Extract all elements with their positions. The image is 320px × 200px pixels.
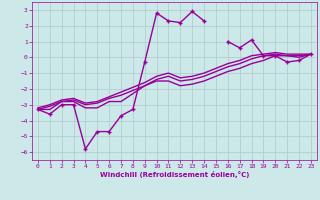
X-axis label: Windchill (Refroidissement éolien,°C): Windchill (Refroidissement éolien,°C) xyxy=(100,171,249,178)
